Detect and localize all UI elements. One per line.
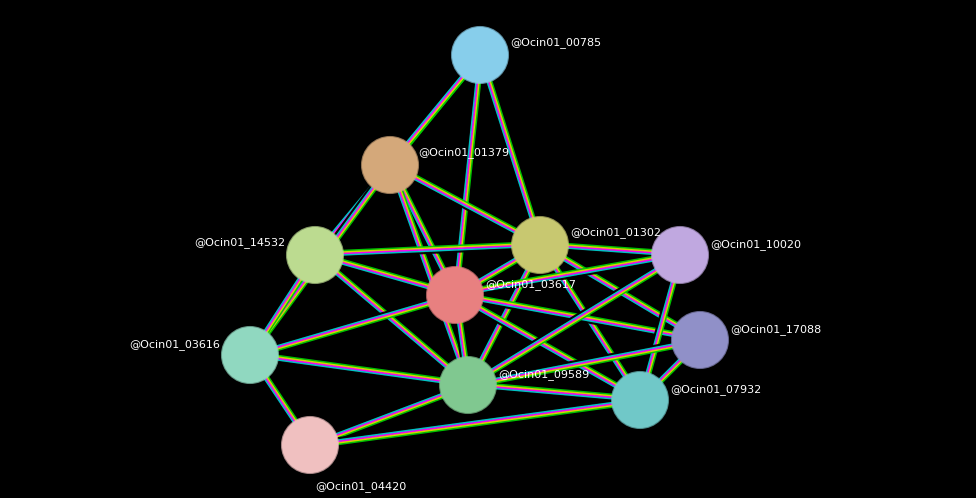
Circle shape [612, 372, 668, 428]
Text: @Ocin01_00785: @Ocin01_00785 [510, 37, 601, 48]
Circle shape [427, 267, 483, 323]
Circle shape [222, 327, 278, 383]
Circle shape [512, 217, 568, 273]
Text: @Ocin01_01379: @Ocin01_01379 [418, 147, 509, 158]
Circle shape [672, 312, 728, 368]
Text: @Ocin01_07932: @Ocin01_07932 [670, 384, 761, 395]
Text: @Ocin01_14532: @Ocin01_14532 [194, 238, 285, 249]
Text: @Ocin01_01302: @Ocin01_01302 [570, 228, 661, 239]
Text: @Ocin01_17088: @Ocin01_17088 [730, 325, 821, 336]
Circle shape [452, 27, 508, 83]
Text: @Ocin01_09589: @Ocin01_09589 [498, 370, 590, 380]
Circle shape [362, 137, 418, 193]
Text: @Ocin01_10020: @Ocin01_10020 [710, 240, 801, 250]
Text: @Ocin01_03617: @Ocin01_03617 [485, 279, 576, 290]
Circle shape [287, 227, 343, 283]
Text: @Ocin01_03616: @Ocin01_03616 [129, 340, 220, 351]
Circle shape [440, 357, 496, 413]
Circle shape [652, 227, 708, 283]
Circle shape [282, 417, 338, 473]
Text: @Ocin01_04420: @Ocin01_04420 [315, 482, 406, 493]
